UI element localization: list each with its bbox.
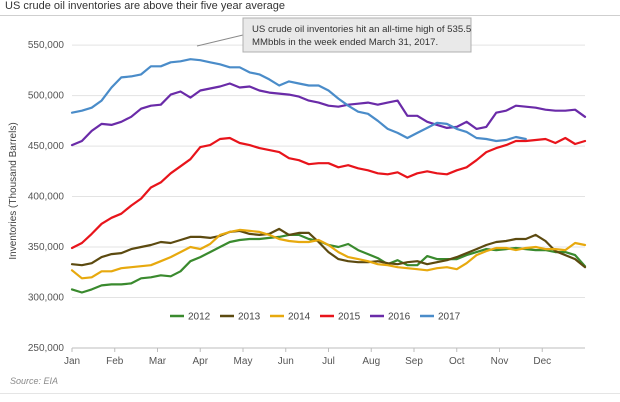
- x-tick-label: May: [234, 356, 253, 367]
- legend-label: 2012: [188, 312, 211, 323]
- y-tick-label: 250,000: [28, 343, 65, 354]
- series-line-2013: [70, 227, 587, 269]
- x-tick-label: Nov: [491, 356, 509, 367]
- footer-divider: [0, 393, 620, 394]
- x-tick-label: Apr: [192, 356, 208, 367]
- axes: 550,000 500,000 450,000 400,000 350,000 300,0…: [28, 40, 585, 367]
- legend-label: 2014: [288, 312, 311, 323]
- annotation-line-1: US crude oil inventories hit an all-time…: [252, 24, 471, 35]
- x-tick-label: Aug: [362, 356, 380, 367]
- series-line-2016: [70, 82, 587, 147]
- x-tick-label: Dec: [533, 356, 551, 367]
- x-tick-label: Jun: [278, 356, 294, 367]
- title-divider: [0, 15, 620, 16]
- legend-label: 2013: [238, 312, 261, 323]
- x-tick-label: Mar: [149, 356, 167, 367]
- series-line-2017: [70, 58, 527, 143]
- series-line-2012: [70, 233, 587, 294]
- chart-title: US crude oil inventories are above their…: [5, 0, 286, 12]
- annotation: US crude oil inventories hit an all-time…: [196, 17, 472, 53]
- annotation-pointer: [196, 34, 244, 47]
- x-tick-label: Oct: [449, 356, 465, 367]
- x-tick-label: Sep: [405, 356, 423, 367]
- series-line-2014: [70, 228, 587, 280]
- y-tick-label: 550,000: [28, 40, 65, 51]
- x-tick-label: Feb: [106, 356, 124, 367]
- series-lines: [70, 58, 587, 294]
- series-line-2015: [70, 136, 587, 250]
- annotation-box: [242, 17, 472, 53]
- source-note: Source: EIA: [10, 376, 59, 386]
- y-axis-label: Inventories (Thousand Barrels): [8, 122, 19, 259]
- y-tick-label: 350,000: [28, 242, 65, 253]
- y-tick-label: 300,000: [28, 293, 65, 304]
- legend-label: 2017: [438, 312, 461, 323]
- y-tick-label: 400,000: [28, 192, 65, 203]
- y-tick-label: 500,000: [28, 91, 65, 102]
- annotation-line-2: MMbbls in the week ended March 31, 2017.: [252, 37, 438, 48]
- legend: 2012 2013 2014 2015 2016 2017: [170, 312, 461, 323]
- x-tick-label: Jan: [64, 356, 80, 367]
- x-tick-label: Jul: [322, 356, 335, 367]
- y-tick-label: 450,000: [28, 141, 65, 152]
- legend-label: 2015: [338, 312, 361, 323]
- legend-label: 2016: [388, 312, 411, 323]
